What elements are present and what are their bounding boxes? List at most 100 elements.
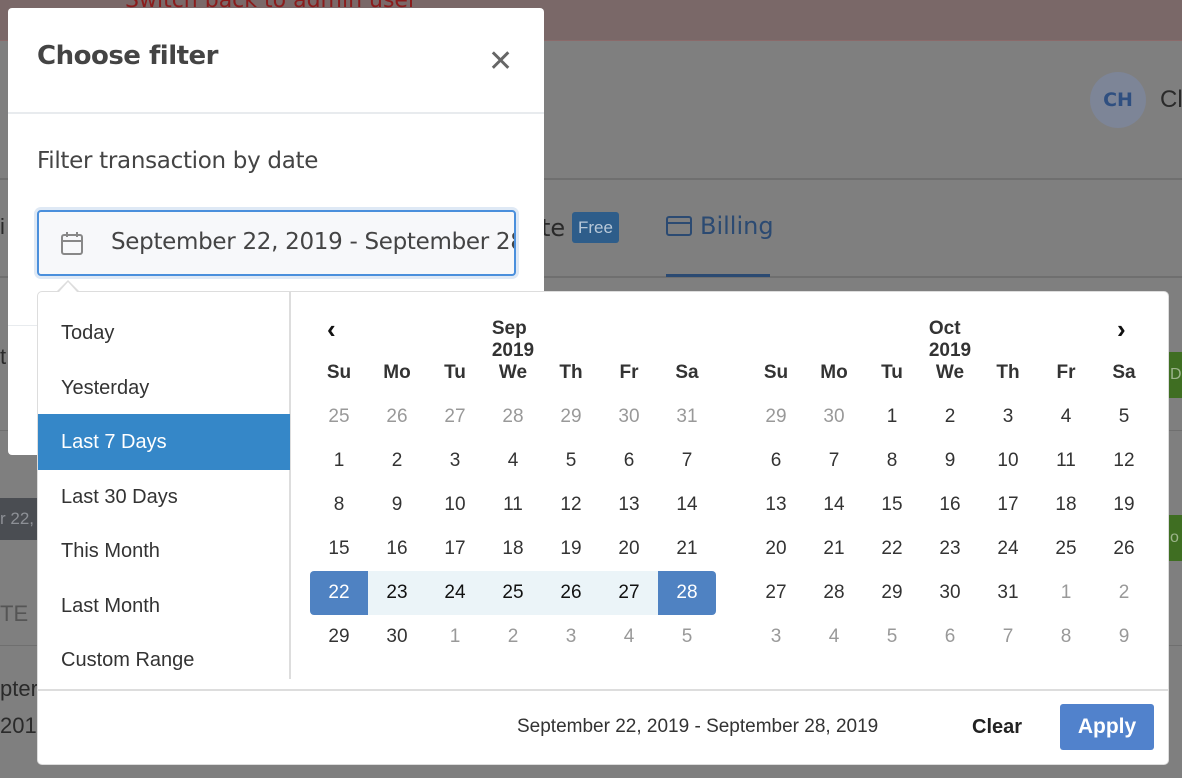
calendar-day[interactable]: 10 bbox=[997, 450, 1019, 471]
calendar-day[interactable]: 30 bbox=[618, 406, 640, 427]
calendar-day[interactable]: 6 bbox=[623, 450, 635, 471]
calendar-day[interactable]: 21 bbox=[676, 538, 698, 559]
calendar-day[interactable]: 31 bbox=[676, 406, 698, 427]
calendar-day[interactable]: 23 bbox=[939, 538, 961, 559]
calendar-day[interactable]: 25 bbox=[328, 406, 350, 427]
calendar-day[interactable]: 13 bbox=[765, 494, 787, 515]
calendar-day[interactable]: 3 bbox=[565, 626, 577, 647]
calendar-day[interactable]: 2 bbox=[391, 450, 403, 471]
range-option[interactable]: Custom Range bbox=[61, 649, 195, 671]
calendar-day[interactable]: 22 bbox=[310, 571, 368, 615]
calendar-day[interactable]: 20 bbox=[765, 538, 787, 559]
calendar-day[interactable]: 2 bbox=[944, 406, 956, 427]
calendar-day[interactable]: 1 bbox=[449, 626, 461, 647]
range-option[interactable]: Last 30 Days bbox=[61, 485, 178, 508]
calendar-day[interactable]: 19 bbox=[560, 538, 582, 559]
calendar-day[interactable]: 28 bbox=[502, 406, 524, 427]
prev-month-icon[interactable]: ‹ bbox=[327, 314, 336, 344]
tab-billing[interactable]: Billing bbox=[666, 212, 774, 240]
calendar-day[interactable]: 4 bbox=[507, 450, 519, 471]
calendar-day[interactable]: 16 bbox=[386, 538, 408, 559]
close-icon[interactable]: ✕ bbox=[488, 45, 514, 78]
calendar-day[interactable]: 11 bbox=[503, 494, 523, 515]
calendar-day[interactable]: 7 bbox=[828, 450, 840, 471]
range-option[interactable]: This Month bbox=[61, 540, 160, 562]
calendar-day[interactable]: 27 bbox=[765, 582, 787, 603]
calendar-day[interactable]: 27 bbox=[600, 571, 658, 615]
range-option[interactable]: Last 7 Days bbox=[38, 414, 290, 470]
next-month-icon[interactable]: › bbox=[1117, 314, 1126, 344]
calendar-day[interactable]: 15 bbox=[881, 494, 903, 515]
calendar-day[interactable]: 29 bbox=[765, 406, 787, 427]
calendar-day[interactable]: 26 bbox=[386, 406, 408, 427]
calendar-day[interactable]: 12 bbox=[1113, 450, 1135, 471]
calendar-day[interactable]: 19 bbox=[1113, 494, 1135, 515]
calendar-day[interactable]: 6 bbox=[944, 626, 956, 647]
calendar-day[interactable]: 14 bbox=[823, 494, 845, 515]
calendar-day[interactable]: 31 bbox=[997, 582, 1019, 603]
calendar-day[interactable]: 28 bbox=[658, 571, 716, 615]
calendar-day[interactable]: 15 bbox=[328, 538, 350, 559]
range-option[interactable]: Yesterday bbox=[61, 376, 150, 399]
date-range-input[interactable]: September 22, 2019 - September 28, 2019 bbox=[37, 210, 516, 276]
calendar-day[interactable]: 24 bbox=[997, 538, 1019, 559]
calendar-day[interactable]: 18 bbox=[502, 538, 524, 559]
calendar-day[interactable]: 30 bbox=[386, 626, 408, 647]
tab-label-fragment[interactable]: te bbox=[541, 214, 566, 242]
calendar-day[interactable]: 27 bbox=[444, 406, 466, 427]
calendar-day[interactable]: 11 bbox=[1056, 450, 1076, 471]
calendar-day[interactable]: 6 bbox=[770, 450, 782, 471]
clear-button[interactable]: Clear bbox=[972, 716, 1023, 738]
calendar-day[interactable]: 26 bbox=[542, 571, 600, 615]
avatar[interactable]: CH bbox=[1090, 72, 1146, 128]
calendar-day[interactable]: 3 bbox=[449, 450, 461, 471]
calendar-day[interactable]: 1 bbox=[886, 406, 898, 427]
calendar-day[interactable]: 25 bbox=[484, 571, 542, 615]
calendar-day[interactable]: 8 bbox=[333, 494, 345, 515]
calendar-day[interactable]: 3 bbox=[770, 626, 782, 647]
calendar-day[interactable]: 21 bbox=[823, 538, 845, 559]
calendar-day[interactable]: 4 bbox=[828, 626, 840, 647]
calendar-day[interactable]: 30 bbox=[939, 582, 961, 603]
calendar-day[interactable]: 17 bbox=[444, 538, 466, 559]
calendar-day[interactable]: 9 bbox=[944, 450, 956, 471]
calendar-day[interactable]: 13 bbox=[618, 494, 640, 515]
calendar-day[interactable]: 8 bbox=[1060, 626, 1072, 647]
calendar-day[interactable]: 4 bbox=[1060, 406, 1072, 427]
calendar-day[interactable]: 22 bbox=[881, 538, 903, 559]
calendar-day[interactable]: 29 bbox=[560, 406, 582, 427]
calendar-day[interactable]: 23 bbox=[368, 571, 426, 615]
calendar-day[interactable]: 18 bbox=[1055, 494, 1077, 515]
calendar-day[interactable]: 17 bbox=[997, 494, 1019, 515]
calendar-day[interactable]: 5 bbox=[886, 626, 898, 647]
calendar-day[interactable]: 1 bbox=[1060, 582, 1072, 603]
calendar-day[interactable]: 12 bbox=[560, 494, 582, 515]
calendar-day[interactable]: 28 bbox=[823, 582, 845, 603]
calendar-day[interactable]: 7 bbox=[1002, 626, 1014, 647]
calendar-day[interactable]: 9 bbox=[391, 494, 403, 515]
calendar-day[interactable]: 7 bbox=[681, 450, 693, 471]
range-option[interactable]: Last Month bbox=[61, 594, 160, 617]
calendar-day[interactable]: 2 bbox=[1118, 582, 1130, 603]
calendar-day[interactable]: 2 bbox=[507, 626, 519, 647]
calendar-day[interactable]: 5 bbox=[681, 626, 693, 647]
calendar-day[interactable]: 3 bbox=[1002, 406, 1014, 427]
calendar-day[interactable]: 26 bbox=[1113, 538, 1135, 559]
range-option[interactable]: Today bbox=[61, 322, 115, 344]
calendar-day[interactable]: 5 bbox=[1118, 406, 1130, 427]
calendar-day[interactable]: 16 bbox=[939, 494, 961, 515]
calendar-day[interactable]: 20 bbox=[618, 538, 640, 559]
apply-button[interactable]: Apply bbox=[1060, 704, 1154, 750]
calendar-day[interactable]: 14 bbox=[676, 494, 698, 515]
calendar-day[interactable]: 4 bbox=[623, 626, 635, 647]
calendar-day[interactable]: 30 bbox=[823, 406, 845, 427]
calendar-day[interactable]: 25 bbox=[1055, 538, 1077, 559]
calendar-day[interactable]: 10 bbox=[444, 494, 466, 515]
calendar-day[interactable]: 1 bbox=[333, 450, 345, 471]
calendar-day[interactable]: 8 bbox=[886, 450, 898, 471]
calendar-day[interactable]: 29 bbox=[881, 582, 903, 603]
calendar-day[interactable]: 24 bbox=[426, 571, 484, 615]
calendar-day[interactable]: 29 bbox=[328, 626, 350, 647]
calendar-day[interactable]: 9 bbox=[1118, 626, 1130, 647]
calendar-day[interactable]: 5 bbox=[565, 450, 577, 471]
